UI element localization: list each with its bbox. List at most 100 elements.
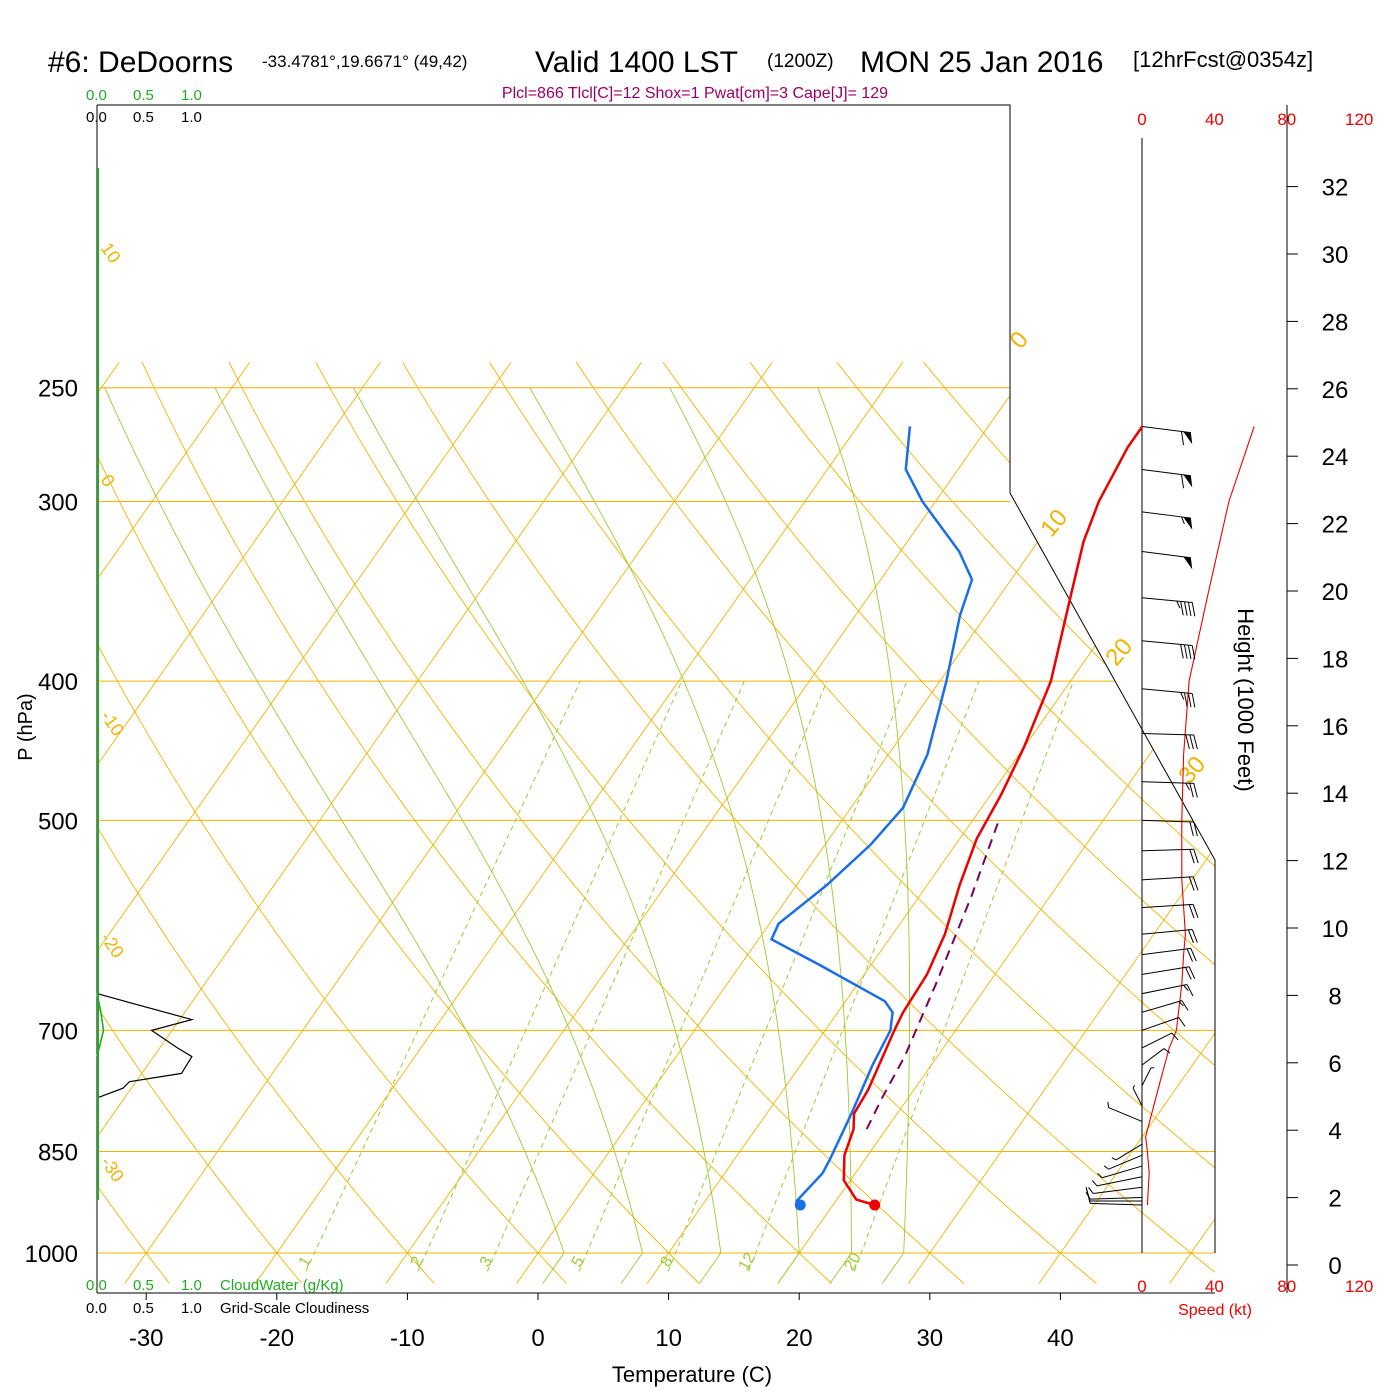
- zulu-time: (1200Z): [767, 51, 834, 72]
- mixing-ratio-line: [667, 680, 908, 1272]
- dry-adiabat-line: [489, 361, 1215, 1284]
- cloudwater-tick-1: 0.5: [133, 87, 154, 104]
- isotherm-line: [97, 361, 642, 1284]
- pressure-tick-label: 500: [38, 808, 78, 835]
- wind-barb-shaft: [1141, 1017, 1179, 1031]
- moist-adiabat-line: [817, 387, 911, 1284]
- wind-barb-feather: [1180, 474, 1185, 489]
- wind-barb: [1091, 1176, 1143, 1187]
- speed-axis-title: Speed (kt): [1178, 1302, 1252, 1319]
- mixing-ratio-line: [305, 680, 581, 1272]
- cloudiness-scale-top: 0.0 0.5 1.0: [86, 109, 202, 126]
- cloudwater-scale-top: 0.0 0.5 1.0: [86, 87, 202, 104]
- height-tick-label: 26: [1322, 377, 1349, 404]
- valid-time: Valid 1400 LST: [535, 46, 738, 79]
- wind-barb-pennant: [1183, 474, 1193, 488]
- wind-barb-feather: [1185, 734, 1190, 749]
- wind-barb-feather: [1181, 1000, 1189, 1011]
- isotherm-line: [97, 361, 381, 1284]
- theta-label: -10: [97, 707, 128, 740]
- wind-barb: [1141, 947, 1197, 962]
- pressure-tick-label: 300: [38, 490, 78, 517]
- dry-adiabat-line: [141, 362, 832, 1284]
- dry-adiabat-line: [1358, 362, 1400, 1283]
- surface-dewpoint-marker: [794, 1199, 806, 1211]
- sounding-lines: [769, 425, 1144, 1207]
- wind-barb-shaft: [1108, 1107, 1143, 1122]
- wind-barb-shaft: [1141, 984, 1188, 995]
- dry-adiabat-line: [97, 362, 170, 1284]
- wind-barb-pennant: [1183, 556, 1193, 570]
- mixing-ratio-label: 2: [408, 1254, 427, 1270]
- height-tick-label: 20: [1322, 579, 1349, 606]
- wind-barb-feather: [1189, 849, 1195, 864]
- wind-barb: [1141, 1032, 1179, 1049]
- dry-adiabat-line: [575, 361, 1215, 1284]
- cloudwater-tick-1-bottom: 0.5: [133, 1277, 154, 1294]
- wind-barb: [1141, 1017, 1186, 1031]
- wind-barb-feather: [1132, 1085, 1136, 1089]
- height-tick-label: 2: [1328, 1186, 1341, 1213]
- wind-barb-shaft: [1141, 966, 1190, 975]
- dry-adiabat-line: [97, 362, 303, 1284]
- temperature-tick-label: 20: [786, 1325, 813, 1352]
- cloudwater-scale-bottom: 0.0 0.5 1.0 CloudWater (g/Kg): [86, 1277, 344, 1294]
- wind-barb-feather: [1178, 1001, 1184, 1007]
- wind-barb-feather: [1191, 693, 1196, 708]
- wind-barb-feather: [1097, 1172, 1103, 1179]
- wind-barb-feather: [1192, 904, 1199, 919]
- wind-barb-shaft: [1141, 425, 1191, 434]
- wind-barb: [1141, 1067, 1155, 1087]
- wind-barb-feather: [1188, 876, 1195, 891]
- dry-adiabat-line: [1183, 361, 1215, 1284]
- wind-speed-profile: [1145, 426, 1255, 1206]
- mixing-ratio-line: [486, 680, 745, 1272]
- wind-barb: [1141, 732, 1198, 750]
- speed-tick-label-bottom: 120: [1345, 1277, 1373, 1296]
- speed-tick-label-bottom: 40: [1205, 1277, 1224, 1296]
- dry-adiabat-line: [315, 361, 1097, 1284]
- dry-adiabat-line: [1271, 362, 1400, 1283]
- cloudiness-tick-0-bottom: 0.0: [86, 1300, 107, 1317]
- dry-adiabat-line: [0, 362, 37, 1283]
- dry-adiabat-line: [97, 362, 700, 1284]
- wind-barb: [1141, 1048, 1171, 1066]
- wind-barb-feather: [1193, 783, 1198, 798]
- wind-barb: [1141, 597, 1196, 617]
- wind-barb-shaft: [1108, 1154, 1143, 1170]
- wind-barb-shaft: [1132, 1087, 1143, 1107]
- dry-adiabat-line: [1096, 361, 1215, 1284]
- speed-tick-label-bottom: 0: [1137, 1277, 1146, 1296]
- moist-adiabat-line: [353, 387, 722, 1284]
- cloudwater-tick-0: 0.0: [86, 87, 107, 104]
- mixing-ratio-label: 20: [841, 1250, 865, 1274]
- height-tick-label: 10: [1322, 916, 1349, 943]
- wind-barb-shaft: [1141, 903, 1194, 909]
- wind-barb-feather: [1180, 692, 1185, 700]
- isotherm-line: [1169, 361, 1215, 1284]
- theta-label: -30: [97, 1153, 128, 1186]
- cloudwater-label: CloudWater (g/Kg): [220, 1277, 344, 1294]
- parcel-line: [865, 820, 1000, 1130]
- cloudiness-tick-2: 1.0: [181, 109, 202, 126]
- wind-barb-shaft: [1141, 550, 1191, 559]
- forecast-info: [12hrFcst@0354z]: [1133, 47, 1313, 72]
- wind-barb-feather: [1184, 601, 1188, 616]
- wind-barb-feather: [1186, 984, 1194, 997]
- wind-barb-shaft: [1093, 1186, 1143, 1194]
- mixing-ratio-line: [417, 680, 683, 1272]
- wind-barb-shaft: [1141, 819, 1194, 823]
- cloudwater-tick-2: 1.0: [181, 87, 202, 104]
- wind-barb-feather: [1180, 644, 1184, 659]
- wind-barb-shaft: [1141, 1048, 1165, 1066]
- wind-barb: [1141, 848, 1199, 864]
- wind-barb: [1141, 819, 1198, 837]
- height-tick-label: 12: [1322, 849, 1349, 876]
- pressure-tick-label: 700: [38, 1018, 78, 1045]
- wind-barb-feather: [1171, 1032, 1179, 1041]
- wind-barb-feather: [1187, 929, 1194, 944]
- cloudiness-tick-0: 0.0: [86, 109, 107, 126]
- wind-barb-pennant: [1183, 517, 1193, 530]
- temperature-tick-label: -30: [129, 1325, 164, 1352]
- wind-barb-feather: [1193, 821, 1198, 837]
